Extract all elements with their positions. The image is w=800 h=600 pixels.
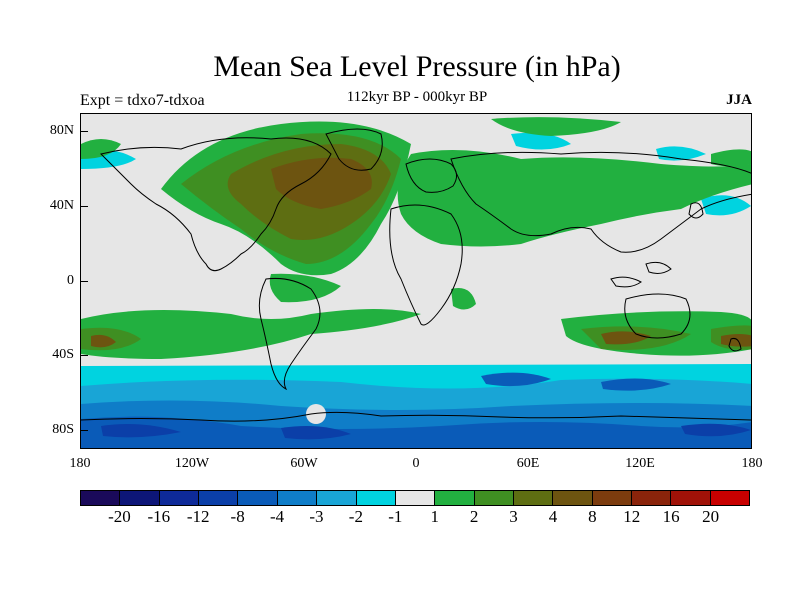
experiment-label: Expt = tdxo7-tdxoa — [80, 92, 205, 109]
coastlines — [81, 128, 751, 422]
colorbar-label: -2 — [348, 507, 363, 526]
colorbar-label: 16 — [662, 507, 680, 526]
colorbar-label: 20 — [702, 507, 720, 526]
pressure-map — [80, 113, 752, 449]
positive-pressure-regions — [81, 117, 751, 359]
y-tick-mark — [80, 430, 88, 431]
colorbar-label: 8 — [588, 507, 597, 526]
colorbar-swatch — [513, 491, 554, 505]
colorbar-label: -3 — [309, 507, 324, 526]
colorbar-label: -4 — [269, 507, 285, 526]
x-tick-label: 60E — [516, 456, 540, 471]
colorbar-swatch — [553, 491, 593, 505]
y-tick-mark — [80, 281, 88, 282]
colorbar-label: -12 — [186, 507, 210, 526]
colorbar-label: -8 — [230, 507, 245, 526]
colorbar-swatch — [81, 491, 121, 505]
season-label: JJA — [726, 92, 752, 108]
y-tick-label: 40S — [52, 347, 74, 362]
y-tick-mark — [80, 206, 88, 207]
x-tick-label: 120W — [174, 456, 210, 471]
colorbar-swatch — [435, 491, 475, 505]
y-tick-label: 80N — [49, 123, 74, 138]
x-tick-label: 60W — [290, 456, 318, 471]
colorbar-label: 4 — [548, 507, 558, 526]
colorbar-label: 2 — [469, 507, 479, 526]
y-tick-label: 0 — [67, 273, 74, 288]
y-tick-label: 80S — [52, 422, 74, 437]
x-tick-label: 180 — [69, 456, 91, 471]
colorbar — [80, 490, 750, 506]
colorbar-swatch — [356, 491, 396, 505]
map-title: Mean Sea Level Pressure (in hPa) — [213, 50, 621, 83]
colorbar-label: -20 — [108, 507, 131, 526]
colorbar-label: 3 — [509, 507, 518, 526]
colorbar-swatch — [159, 491, 200, 505]
colorbar-label: 1 — [430, 507, 439, 526]
x-tick-label: 180 — [741, 456, 763, 471]
colorbar-swatch — [395, 491, 436, 505]
colorbar-swatch — [710, 491, 750, 505]
y-tick-label: 40N — [49, 198, 74, 213]
colorbar-swatch — [474, 491, 514, 505]
colorbar-swatch — [120, 491, 160, 505]
colorbar-swatch — [592, 491, 633, 505]
colorbar-swatch — [277, 491, 318, 505]
colorbar-swatch — [671, 491, 711, 505]
x-tick-label: 120E — [625, 456, 655, 471]
x-tick-label: 0 — [412, 456, 420, 471]
colorbar-label: 12 — [623, 507, 641, 526]
colorbar-swatch — [199, 491, 239, 505]
colorbar-label: -1 — [388, 507, 403, 526]
map-subtitle: 112kyr BP - 000kyr BP — [346, 89, 488, 105]
colorbar-swatch — [238, 491, 278, 505]
y-tick-mark — [80, 355, 88, 356]
colorbar-swatch — [632, 491, 672, 505]
y-tick-mark — [80, 131, 88, 132]
colorbar-swatch — [317, 491, 357, 505]
colorbar-label: -16 — [147, 507, 171, 526]
